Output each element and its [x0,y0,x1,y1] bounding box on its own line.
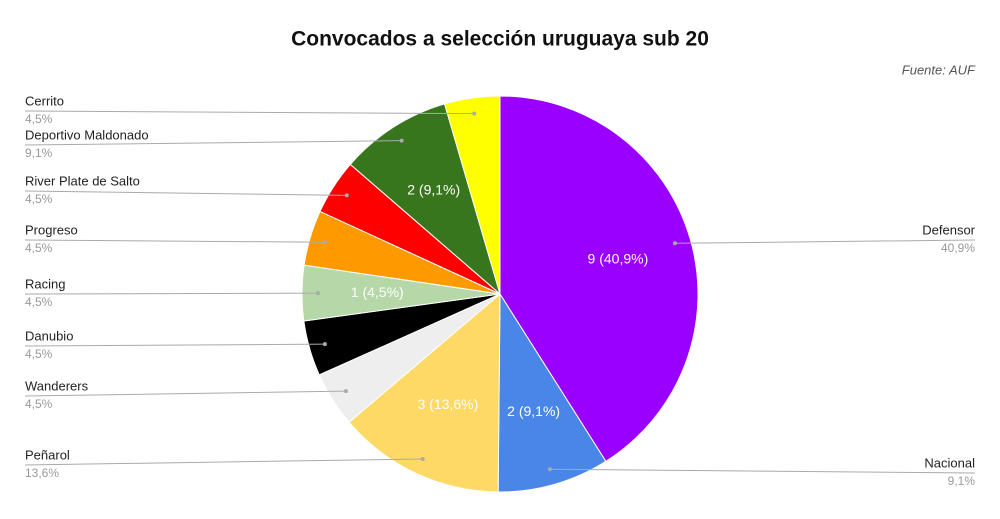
percent-label: 4,5% [25,295,53,309]
category-label: Nacional [924,455,975,470]
category-label: Deportivo Maldonado [25,127,149,142]
leader-dot [420,456,425,461]
leader-dot [672,241,677,246]
leader-line [24,140,402,146]
leader-line [24,110,475,115]
leader-dot [472,111,477,116]
category-label: Racing [25,276,65,291]
leader-dot [399,138,404,143]
leader-line [549,468,976,474]
category-label: Progreso [25,222,78,237]
slice-label: 9 (40,9%) [588,251,649,267]
category-label: Danubio [25,328,73,343]
leader-dot [344,193,349,198]
leader-dot [547,467,552,472]
pie-slice [499,95,699,463]
category-label: Peñarol [25,447,70,462]
percent-label: 40,9% [941,241,975,255]
percent-label: 13,6% [25,466,59,480]
leader-line [24,390,346,397]
leader-line [24,458,423,466]
pie-slice [349,103,501,296]
leader-dot [322,342,327,347]
leader-line [674,239,976,244]
slice-label: 2 (9,1%) [507,403,560,419]
leader-dot [323,240,328,245]
leader-line [24,343,325,347]
leader-line [24,239,326,243]
leader-line [24,292,318,295]
pie-slice [443,95,501,295]
slice-label: 2 (9,1%) [407,181,460,197]
pie-slice [497,292,607,493]
slice-label: 1 (4,5%) [351,284,404,300]
category-label: Defensor [922,222,975,237]
pie-slice [348,292,501,493]
category-label: River Plate de Salto [25,173,140,188]
category-label: Cerrito [25,93,64,108]
percent-label: 4,5% [25,241,53,255]
percent-label: 4,5% [25,397,53,411]
percent-label: 4,5% [25,192,53,206]
leader-dot [343,389,348,394]
category-label: Wanderers [25,378,89,393]
slice-label: 3 (13,6%) [418,396,479,412]
percent-label: 9,1% [948,474,976,488]
percent-label: 4,5% [25,347,53,361]
percent-label: 9,1% [25,146,53,160]
chart-subtitle: Fuente: AUF [902,62,976,77]
chart-title: Convocados a selección uruguaya sub 20 [291,28,709,51]
leader-dot [315,291,320,296]
percent-label: 4,5% [25,112,53,126]
leader-line [24,190,347,196]
